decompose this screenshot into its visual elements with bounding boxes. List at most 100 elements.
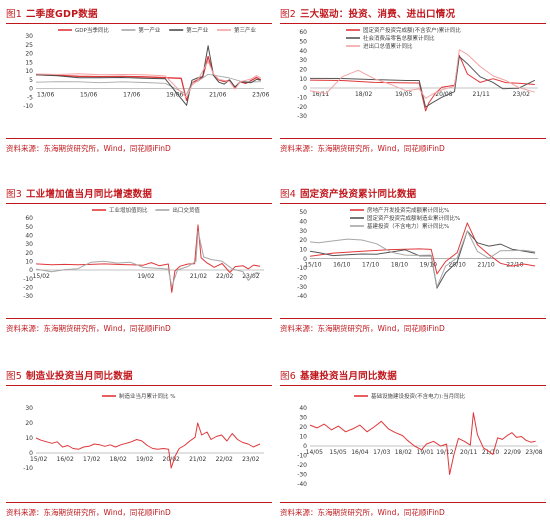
y-tick-label: 20 (299, 237, 307, 244)
x-tick-label: 23/06 (252, 92, 269, 99)
x-tick-label: 17/02 (83, 456, 100, 463)
chart-svg: -40 -30 -20 -10 0 10 20 30 40 50 15/10 16/10 17/10 18… (297, 206, 538, 300)
legend: 固定资产投资完成额(不含农户)累计同比社会消费品零售总额累计同比进出口总值累计同… (346, 26, 461, 50)
series-line-1 (309, 54, 535, 112)
y-tick-label: -5 (27, 94, 33, 101)
legend-item: 第一产业 (121, 26, 161, 34)
panel-title: 图6 基建投资当月同比数据 (280, 371, 397, 382)
chart-panel-2: 图2 三大驱动：投资、消费、进出口情况 -30 -20 -10 0 10 20 30 40 50 6… (280, 6, 546, 156)
x-tick-label: 16/11 (312, 91, 329, 98)
x-tick-label: 19/06 (166, 92, 183, 99)
chart-panel-6: 图6 基建投资当月同比数据 -40 -30 -20 -10 0 10 20 30 40 14/05 1… (280, 368, 546, 524)
x-tick-label: 19/02 (136, 456, 153, 463)
y-tick-label: 5 (29, 77, 33, 84)
panel-title: 图2 三大驱动：投资、消费、进出口情况 (280, 9, 456, 20)
y-tick-label: -30 (297, 472, 307, 479)
y-tick-label: 0 (29, 450, 33, 457)
y-tick-label: 25 (25, 42, 33, 49)
x-tick-label: 21/02 (189, 456, 206, 463)
y-tick-label: 20 (299, 67, 307, 74)
x-tick-label: 22/02 (216, 273, 233, 280)
y-tick-label: 30 (25, 405, 33, 412)
chart-svg: -30 -20 -10 0 10 20 30 40 50 60 16/11 18/02 19/05 20/… (297, 26, 538, 120)
y-tick-label: -10 (23, 465, 33, 472)
panel-title: 图4 固定资产投资累计同比数据 (280, 189, 417, 200)
y-tick-label: -10 (23, 276, 33, 283)
series-line-1 (35, 224, 261, 293)
source-note: 资料来源：东海期货研究所，Wind，同花顺iFinD (280, 508, 445, 517)
source-note: 资料来源：东海期货研究所，Wind，同花顺iFinD (280, 324, 445, 333)
source-note: 资料来源：东海期货研究所，Wind，同花顺iFinD (6, 508, 171, 517)
legend-item: 社会消费品零售总额累计同比 (346, 34, 435, 42)
legend-item: GDP当季同比 (58, 26, 109, 34)
y-tick-label: 15 (25, 59, 33, 66)
x-tick-label: 17/06 (123, 92, 140, 99)
source-note: 资料来源：东海期货研究所，Wind，同花顺iFinD (280, 144, 445, 153)
x-tick-label: 18/10 (391, 262, 408, 269)
x-tick-label: 13/06 (37, 92, 54, 99)
y-tick-label: 60 (299, 29, 307, 36)
legend-label: 房地产开发投资完成额累计同比% (367, 206, 449, 214)
x-tick-label: 21/06 (209, 92, 226, 99)
y-tick-label: 50 (299, 209, 307, 216)
series-line-3 (309, 230, 536, 288)
x-tick-label: 17/10 (362, 262, 379, 269)
x-tick-label: 21/02 (190, 273, 207, 280)
x-tick-label: 14/05 (306, 449, 323, 456)
y-tick-label: -40 (297, 293, 307, 300)
x-tick-label: 18/02 (395, 449, 412, 456)
y-tick-label: 0 (303, 443, 307, 450)
legend-item: 第二产业 (169, 26, 209, 34)
y-tick-label: -10 (23, 103, 33, 110)
y-tick-label: 20 (25, 420, 33, 427)
x-tick-label: 20/02 (163, 456, 180, 463)
x-tick-label: 22/09 (504, 449, 521, 456)
y-tick-label: 30 (299, 57, 307, 64)
x-tick-label: 19/10 (420, 262, 437, 269)
legend-label: 第三产业 (234, 26, 257, 34)
legend-item: 基础设施建设投资(不含电力):当月同比 (354, 392, 466, 400)
y-tick-label: 10 (25, 435, 33, 442)
legend-item: 房地产开发投资完成额累计同比% (350, 206, 449, 214)
x-tick-label: 21/11 (473, 91, 490, 98)
y-tick-label: -10 (297, 95, 307, 102)
x-tick-label: 17/03 (373, 449, 390, 456)
x-tick-label: 20/10 (449, 262, 466, 269)
legend-item: 固定资产投资完成额(不含农户)累计同比 (346, 26, 461, 34)
y-tick-label: 40 (299, 405, 307, 412)
source-note: 资料来源：东海期货研究所，Wind，同花顺iFinD (6, 144, 171, 153)
panel-title: 图1 二季度GDP数据 (6, 9, 98, 20)
legend-label: 第一产业 (138, 26, 161, 34)
legend: 制造业当月累计同比 % (102, 392, 175, 400)
y-tick-label: 30 (299, 228, 307, 235)
x-tick-label: 15/02 (33, 273, 50, 280)
x-tick-label: 23/02 (513, 91, 530, 98)
y-tick-label: 50 (299, 39, 307, 46)
x-tick-label: 23/02 (242, 456, 259, 463)
y-tick-label: 40 (299, 48, 307, 55)
legend-label: 出口交货值 (172, 206, 200, 214)
legend-label: 工业增加值同比 (109, 206, 148, 214)
legend-item: 进出口总值累计同比 (346, 42, 413, 50)
y-tick-label: 0 (303, 256, 307, 263)
legend-label: 基础设施建设投资(不含电力):当月同比 (371, 392, 466, 400)
y-tick-label: -20 (297, 462, 307, 469)
y-tick-label: -30 (297, 113, 307, 120)
chart-panel-4: 图4 固定资产投资累计同比数据 -40 -30 -20 -10 0 10 20 30 40 50 15… (280, 186, 546, 336)
y-tick-label: 10 (299, 76, 307, 83)
x-tick-label: 19/02 (137, 273, 154, 280)
x-tick-label: 15/10 (304, 262, 321, 269)
legend-item: 基建投资（不含电力）累计同比% (350, 222, 449, 230)
x-tick-label: 16/02 (57, 456, 74, 463)
legend-item: 第三产业 (217, 26, 257, 34)
x-tick-label: 18/02 (355, 91, 372, 98)
legend-label: GDP当季同比 (75, 26, 109, 34)
y-tick-label: 10 (25, 68, 33, 75)
series-line-2 (309, 56, 536, 108)
y-tick-label: 30 (299, 415, 307, 422)
x-tick-label: 16/10 (333, 262, 350, 269)
legend-item: 出口交货值 (155, 206, 200, 214)
x-tick-label: 20/11 (460, 449, 477, 456)
